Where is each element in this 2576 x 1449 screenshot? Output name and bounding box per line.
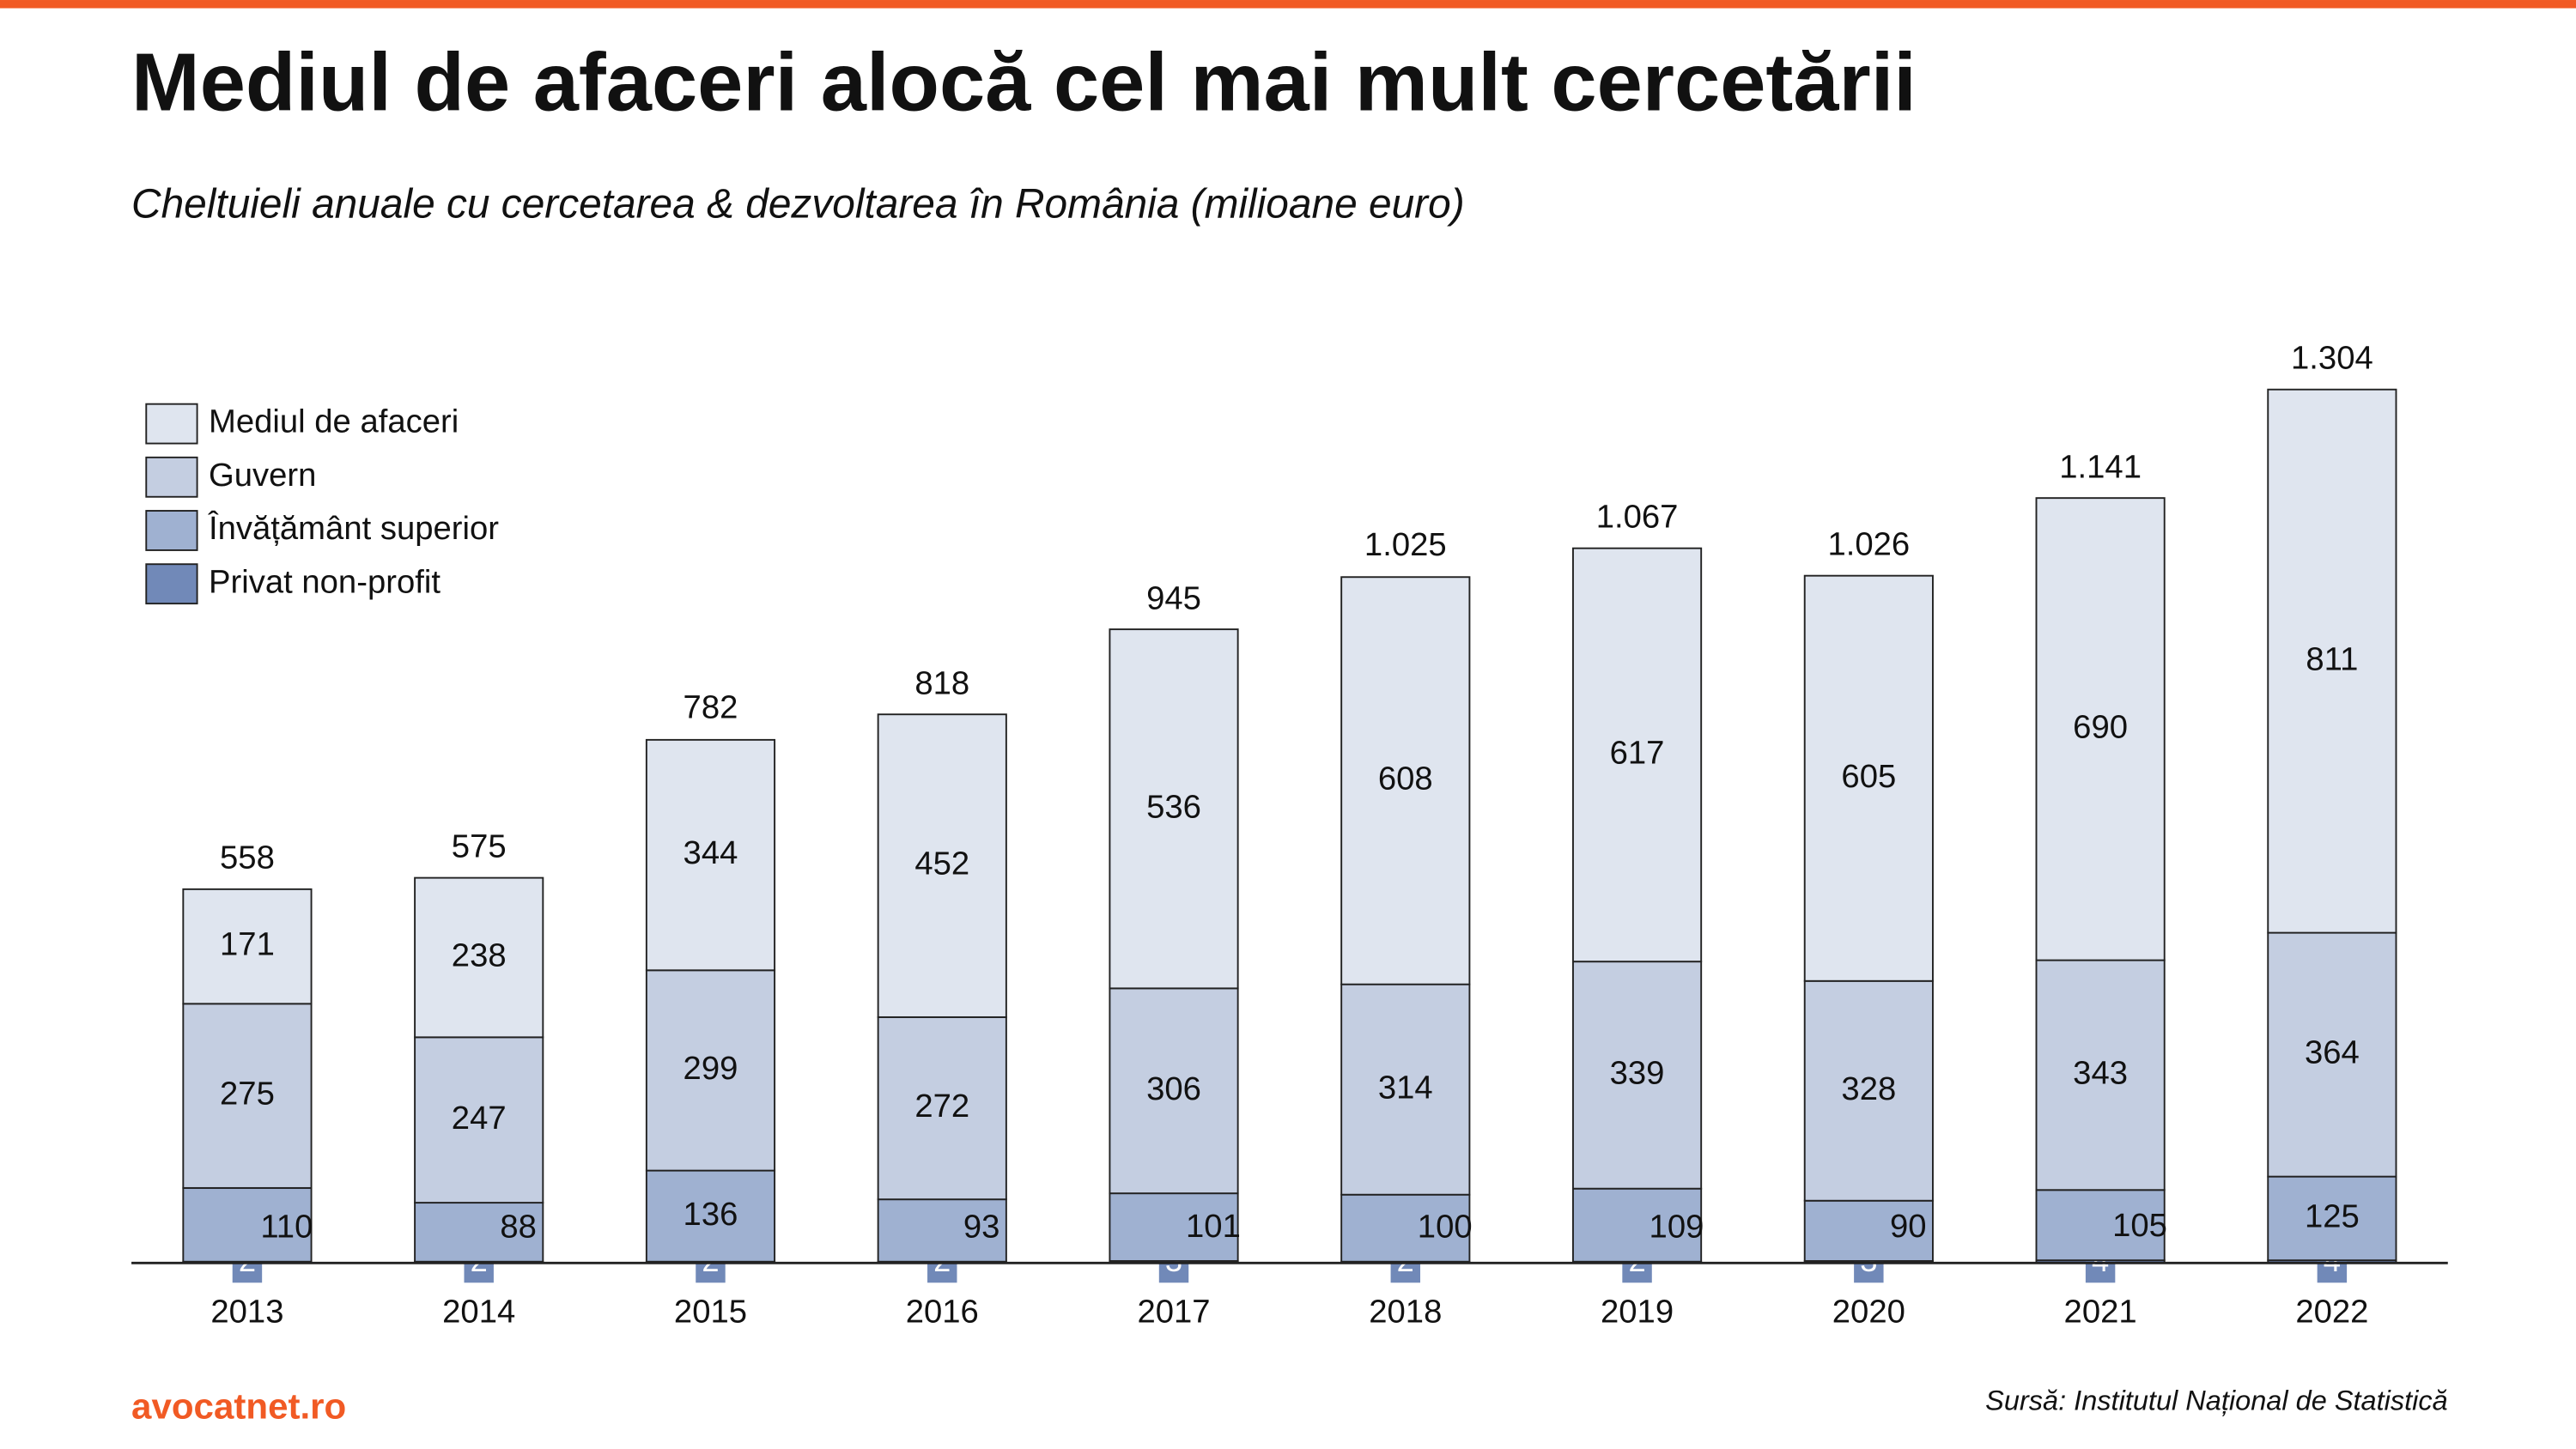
x-tick-label: 2020 [1832, 1294, 1905, 1331]
legend-swatch [145, 403, 198, 445]
value-label: 339 [1610, 1055, 1665, 1092]
x-tick-label: 2016 [906, 1294, 979, 1331]
legend-swatch [145, 456, 198, 498]
plot: 2110275171558201328824723857520142136299… [131, 339, 2448, 1331]
legend-label: Învățământ superior [208, 510, 499, 547]
chart-subtitle: Cheltuieli anuale cu cercetarea & dezvol… [131, 182, 1465, 227]
value-label: 536 [1146, 788, 1201, 825]
legend-swatch [145, 510, 198, 551]
value-label: 93 [963, 1209, 1000, 1246]
value-label: 100 [1418, 1209, 1473, 1246]
bar-segment [877, 713, 1007, 1018]
bar-segment [2267, 388, 2397, 934]
value-label: 275 [220, 1076, 275, 1113]
bar-segment [1571, 547, 1703, 963]
value-label: 344 [683, 834, 738, 871]
bar-segment [877, 1016, 1007, 1201]
total-label: 1.067 [1596, 498, 1679, 535]
bar-segment [2035, 1189, 2166, 1262]
total-label: 558 [220, 840, 275, 876]
x-tick-label: 2019 [1601, 1294, 1674, 1331]
value-label: 136 [683, 1196, 738, 1233]
value-label: 690 [2073, 708, 2128, 745]
bar-segment [1571, 1187, 1703, 1263]
total-label: 575 [452, 828, 507, 864]
value-label: 364 [2305, 1034, 2360, 1071]
bar-segment [1109, 628, 1239, 990]
total-label: 1.026 [1827, 525, 1910, 562]
x-tick-label: 2015 [674, 1294, 747, 1331]
total-label: 1.025 [1364, 526, 1447, 563]
total-label: 782 [683, 689, 738, 726]
value-label: 125 [2305, 1198, 2360, 1235]
total-label: 1.304 [2291, 339, 2373, 376]
bar-segment [645, 1169, 776, 1263]
value-label: 105 [2112, 1207, 2167, 1244]
bar-segment [414, 1036, 544, 1204]
value-label: 811 [2306, 640, 2358, 677]
bar-segment [1803, 574, 1934, 982]
x-tick-label: 2013 [210, 1294, 283, 1331]
bar-segment [1340, 983, 1471, 1196]
x-tick-label: 2018 [1369, 1294, 1442, 1331]
value-label: 306 [1146, 1070, 1201, 1107]
value-label: 110 [260, 1209, 313, 1246]
top-bar [0, 0, 2576, 9]
bar-segment [1803, 979, 1934, 1202]
value-label: 452 [914, 846, 969, 882]
bar-segment [1571, 961, 1703, 1190]
value-label: 109 [1649, 1209, 1704, 1246]
bar-segment [1803, 1199, 1934, 1262]
value-label: 247 [452, 1100, 507, 1137]
bar-segment [1340, 1193, 1471, 1263]
value-label: 343 [2073, 1055, 2128, 1092]
value-label: 101 [1186, 1208, 1241, 1245]
legend-swatch [145, 563, 198, 605]
legend-label: Mediul de afaceri [209, 403, 459, 440]
x-tick-label: 2017 [1137, 1294, 1210, 1331]
value-label: 272 [914, 1088, 969, 1125]
bar-segment [2267, 931, 2397, 1178]
x-tick-label: 2014 [442, 1294, 515, 1331]
value-label: 171 [220, 926, 275, 963]
chart-title: Mediul de afaceri alocă cel mai mult cer… [131, 37, 1917, 129]
bar-segment [182, 1003, 313, 1189]
total-label: 818 [914, 665, 969, 702]
bar-segment [2035, 497, 2166, 961]
brand: avocatnet.ro [131, 1386, 346, 1427]
value-label: 88 [500, 1209, 537, 1246]
x-tick-label: 2022 [2295, 1294, 2368, 1331]
legend-label: Guvern [209, 457, 316, 494]
value-label: 314 [1378, 1069, 1433, 1106]
bar-segment [182, 888, 313, 1005]
value-label: 608 [1378, 761, 1433, 797]
bar-segment [645, 969, 776, 1172]
bar-segment [414, 876, 544, 1039]
legend-label: Privat non-profit [209, 563, 440, 600]
total-label: 1.141 [2059, 449, 2142, 486]
value-label: 90 [1890, 1208, 1927, 1245]
value-label: 238 [452, 937, 507, 974]
value-label: 605 [1841, 758, 1896, 795]
source: Sursă: Institutul Național de Statistică [1985, 1385, 2448, 1416]
value-label: 328 [1841, 1070, 1896, 1107]
value-label: 299 [683, 1050, 738, 1087]
bar-segment [414, 1202, 544, 1263]
x-tick-label: 2021 [2064, 1294, 2137, 1331]
bar-segment [645, 738, 776, 972]
total-label: 945 [1146, 580, 1201, 617]
bar-segment [1340, 576, 1471, 985]
value-label: 617 [1610, 735, 1665, 772]
